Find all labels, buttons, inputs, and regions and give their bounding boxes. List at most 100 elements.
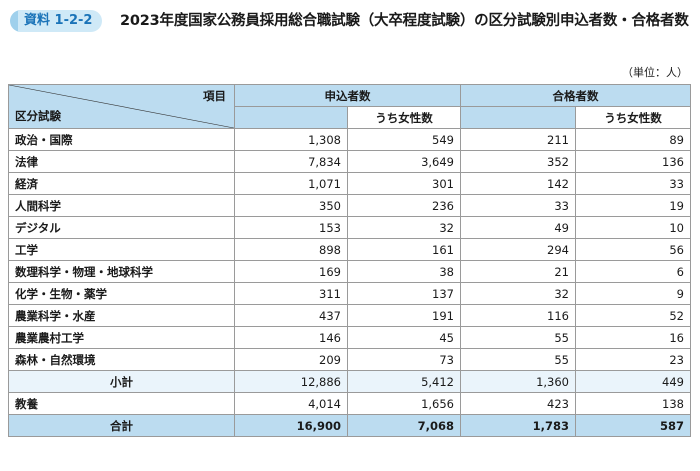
- applicants-cell: 12,886: [234, 370, 348, 393]
- corner-item-label: 項目: [203, 89, 226, 103]
- applicants-header: 申込者数: [234, 84, 461, 107]
- applicants-cell: 4,014: [234, 392, 348, 415]
- table-row: 工学 898 161 294 56: [8, 238, 691, 261]
- passed-women-cell: 56: [575, 238, 691, 261]
- badge-label: 資料 1-2-2: [18, 10, 103, 32]
- applicants-women-cell: 1,656: [347, 392, 461, 415]
- passed-women-cell: 10: [575, 216, 691, 239]
- table-row: 経済 1,071 301 142 33: [8, 172, 691, 195]
- document-badge: 資料 1-2-2: [10, 10, 112, 32]
- applicants-women-cell: 191: [347, 304, 461, 327]
- passed-cell: 142: [460, 172, 576, 195]
- passed-cell: 55: [460, 326, 576, 349]
- applicants-women-cell: 137: [347, 282, 461, 305]
- applicants-women-cell: 301: [347, 172, 461, 195]
- passed-women-cell: 136: [575, 150, 691, 173]
- applicants-cell: 311: [234, 282, 348, 305]
- category-cell: 小計: [8, 370, 235, 393]
- applicants-total-subheader: [234, 106, 348, 129]
- passed-cell: 49: [460, 216, 576, 239]
- category-cell: 教養: [8, 392, 235, 415]
- applicants-women-cell: 32: [347, 216, 461, 239]
- category-cell: 人間科学: [8, 194, 235, 217]
- total-row: 合計 16,900 7,068 1,783 587: [8, 414, 691, 437]
- table-row: 農業農村工学 146 45 55 16: [8, 326, 691, 349]
- applicants-cell: 209: [234, 348, 348, 371]
- subtotal-row: 小計 12,886 5,412 1,360 449: [8, 370, 691, 393]
- passed-cell: 32: [460, 282, 576, 305]
- table-row: 政治・国際 1,308 549 211 89: [8, 128, 691, 151]
- page-header: 資料 1-2-2 2023年度国家公務員採用総合職試験（大卒程度試験）の区分試験…: [10, 8, 690, 58]
- table-row: 農業科学・水産 437 191 116 52: [8, 304, 691, 327]
- applicants-women-cell: 7,068: [347, 414, 461, 437]
- table-row: 教養 4,014 1,656 423 138: [8, 392, 691, 415]
- category-cell: 数理科学・物理・地球科学: [8, 260, 235, 283]
- applicants-women-subheader: うち女性数: [347, 106, 461, 129]
- table-row: デジタル 153 32 49 10: [8, 216, 691, 239]
- table-row: 数理科学・物理・地球科学 169 38 21 6: [8, 260, 691, 283]
- applicants-cell: 7,834: [234, 150, 348, 173]
- applicants-cell: 169: [234, 260, 348, 283]
- applicants-women-cell: 236: [347, 194, 461, 217]
- data-table: 項目 区分試験 申込者数 合格者数 うち女性数 うち女性数 政治・国際 1,308…: [8, 84, 691, 437]
- passed-cell: 55: [460, 348, 576, 371]
- passed-cell: 211: [460, 128, 576, 151]
- category-cell: 法律: [8, 150, 235, 173]
- passed-total-subheader: [460, 106, 576, 129]
- table-row: 化学・生物・薬学 311 137 32 9: [8, 282, 691, 305]
- table-row: 人間科学 350 236 33 19: [8, 194, 691, 217]
- category-cell: 化学・生物・薬学: [8, 282, 235, 305]
- passed-cell: 33: [460, 194, 576, 217]
- applicants-cell: 350: [234, 194, 348, 217]
- passed-women-cell: 138: [575, 392, 691, 415]
- category-cell: 森林・自然環境: [8, 348, 235, 371]
- passed-cell: 294: [460, 238, 576, 261]
- table-row: 法律 7,834 3,649 352 136: [8, 150, 691, 173]
- passed-header: 合格者数: [460, 84, 691, 107]
- passed-women-cell: 33: [575, 172, 691, 195]
- applicants-women-cell: 38: [347, 260, 461, 283]
- passed-women-subheader: うち女性数: [575, 106, 691, 129]
- header-row-1: 項目 区分試験 申込者数 合格者数: [8, 84, 691, 129]
- passed-cell: 116: [460, 304, 576, 327]
- passed-women-cell: 6: [575, 260, 691, 283]
- passed-cell: 21: [460, 260, 576, 283]
- category-cell: 政治・国際: [8, 128, 235, 151]
- unit-label: （単位：人）: [622, 66, 688, 79]
- passed-women-cell: 52: [575, 304, 691, 327]
- passed-cell: 423: [460, 392, 576, 415]
- passed-cell: 1,360: [460, 370, 576, 393]
- applicants-women-cell: 45: [347, 326, 461, 349]
- category-cell: デジタル: [8, 216, 235, 239]
- category-cell: 農業農村工学: [8, 326, 235, 349]
- category-cell: 農業科学・水産: [8, 304, 235, 327]
- category-cell: 工学: [8, 238, 235, 261]
- passed-women-cell: 23: [575, 348, 691, 371]
- applicants-cell: 153: [234, 216, 348, 239]
- applicants-cell: 437: [234, 304, 348, 327]
- passed-cell: 352: [460, 150, 576, 173]
- passed-women-cell: 587: [575, 414, 691, 437]
- passed-women-cell: 19: [575, 194, 691, 217]
- applicants-cell: 898: [234, 238, 348, 261]
- applicants-women-cell: 161: [347, 238, 461, 261]
- table-body: 政治・国際 1,308 549 211 89 法律 7,834 3,649 352 136 経済 1,…: [8, 128, 691, 437]
- category-cell: 経済: [8, 172, 235, 195]
- applicants-women-cell: 3,649: [347, 150, 461, 173]
- applicants-cell: 1,071: [234, 172, 348, 195]
- diagonal-line: [9, 85, 234, 128]
- applicants-cell: 146: [234, 326, 348, 349]
- passed-women-cell: 9: [575, 282, 691, 305]
- passed-women-cell: 449: [575, 370, 691, 393]
- passed-women-cell: 16: [575, 326, 691, 349]
- applicants-women-cell: 5,412: [347, 370, 461, 393]
- applicants-women-cell: 73: [347, 348, 461, 371]
- applicants-cell: 16,900: [234, 414, 348, 437]
- table-row: 森林・自然環境 209 73 55 23: [8, 348, 691, 371]
- corner-category-label: 区分試験: [15, 109, 61, 123]
- applicants-cell: 1,308: [234, 128, 348, 151]
- passed-women-cell: 89: [575, 128, 691, 151]
- applicants-women-cell: 549: [347, 128, 461, 151]
- page-title: 2023年度国家公務員採用総合職試験（大卒程度試験）の区分試験別申込者数・合格者…: [120, 13, 689, 29]
- corner-header-cell: 項目 区分試験: [8, 84, 235, 129]
